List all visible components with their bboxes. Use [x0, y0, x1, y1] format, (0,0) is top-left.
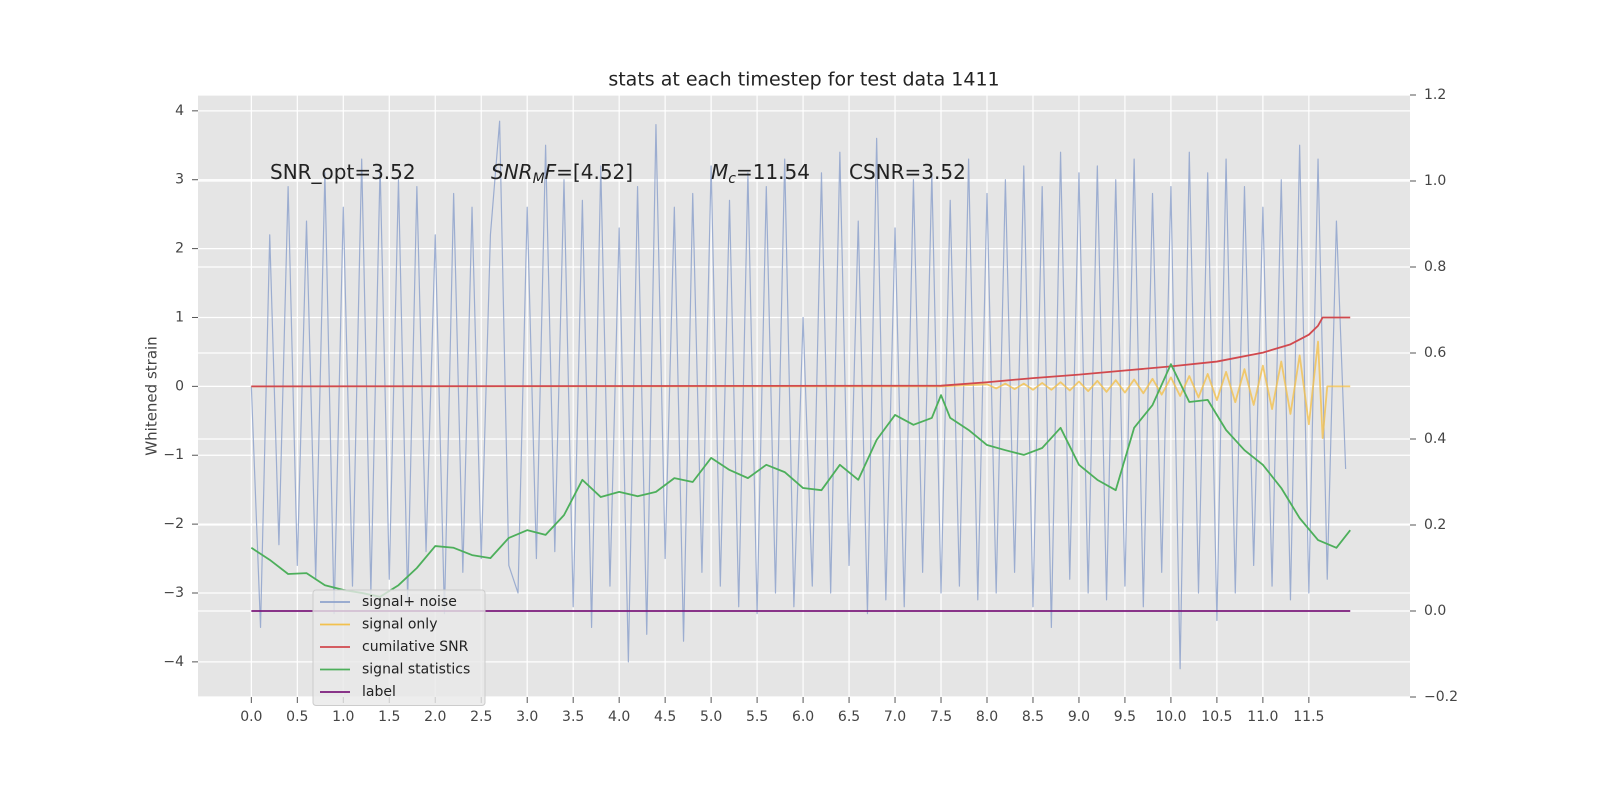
x-tick-label: 6.0	[792, 709, 814, 725]
x-tick-label: 9.5	[1114, 709, 1136, 725]
x-tick-label: 1.5	[378, 709, 400, 725]
annotation-part: CSNR=3.52	[849, 160, 966, 184]
y-tick-label: 4	[175, 103, 184, 119]
series-line	[250, 120, 1347, 670]
x-tick-label: 10.0	[1155, 709, 1186, 725]
x-tick-label: 7.0	[884, 709, 906, 725]
x-tick-label: 4.5	[654, 709, 676, 725]
annotation-part: M	[711, 160, 728, 184]
annotation-part: SNR_opt=3.52	[270, 160, 416, 184]
x-tick-label: 4.0	[608, 709, 630, 725]
y-tick-label: 2	[175, 241, 184, 257]
annotation: Mc=11.54	[711, 160, 810, 188]
x-tick-label: 8.0	[976, 709, 998, 725]
legend-label: signal+ noise	[362, 594, 457, 610]
y-tick-label: −4	[163, 654, 184, 670]
series-line	[251, 340, 1351, 439]
axes: 0.0 0.5 1.0 1.5 2.0 2.5 3.0 3.5 4.0 4.5 5.0 5.5 6.0 6…	[163, 87, 1458, 725]
x-tick-label: 2.5	[470, 709, 492, 725]
y2-tick-label: 0.8	[1424, 259, 1446, 275]
x-tick-label: 1.0	[332, 709, 354, 725]
y2-tick-label: 1.2	[1424, 87, 1446, 103]
annotation-part: SNR	[491, 160, 533, 184]
annotation-part: F	[545, 160, 557, 184]
legend-box	[312, 589, 486, 706]
x-tick-label: 8.5	[1022, 709, 1044, 725]
y2-tick-label: 0.6	[1424, 345, 1446, 361]
y-tick-label: 3	[175, 172, 184, 188]
x-tick-label: 5.0	[700, 709, 722, 725]
annotation: SNRMF=[4.52]	[491, 160, 633, 188]
annotation-part: =[4.52]	[556, 160, 633, 184]
x-tick-label: 10.5	[1201, 709, 1232, 725]
series-line	[250, 363, 1351, 598]
y2-tick-label: 0.2	[1424, 517, 1446, 533]
y2-tick-label: 0.0	[1424, 603, 1446, 619]
y2-tick-label: 0.4	[1424, 431, 1446, 447]
y-tick-label: 0	[175, 378, 184, 394]
x-tick-label: 0.5	[286, 709, 308, 725]
x-tick-label: 2.0	[424, 709, 446, 725]
y2-tick-label: −0.2	[1424, 689, 1458, 705]
x-tick-label: 11.0	[1247, 709, 1278, 725]
legend-label: cumilative SNR	[362, 639, 469, 655]
y-axis-label: Whitened strain	[143, 336, 161, 455]
x-tick-label: 9.0	[1068, 709, 1090, 725]
x-tick-label: 6.5	[838, 709, 860, 725]
x-tick-label: 3.0	[516, 709, 538, 725]
legend: signal+ noise signal only cumilative SNR si…	[312, 589, 486, 706]
x-tick-label: 5.5	[746, 709, 768, 725]
x-tick-label: 7.5	[930, 709, 952, 725]
annotation-part: M	[533, 171, 545, 187]
annotations: SNR_opt=3.52 SNRMF=[4.52] Mc=11.54 CSNR=3.5…	[270, 160, 966, 188]
x-tick-label: 0.0	[240, 709, 262, 725]
x-tick-label: 3.5	[562, 709, 584, 725]
legend-label: label	[362, 684, 396, 700]
y-tick-label: −1	[163, 447, 184, 463]
annotation: SNR_opt=3.52	[270, 160, 416, 184]
y-tick-label: −2	[163, 516, 184, 532]
series-line	[251, 316, 1351, 388]
y2-tick-label: 1.0	[1424, 173, 1446, 189]
legend-label: signal statistics	[362, 662, 470, 678]
annotation: CSNR=3.52	[849, 160, 966, 184]
y-tick-label: 1	[175, 309, 184, 325]
x-tick-label: 11.5	[1293, 709, 1324, 725]
annotation-part: =11.54	[736, 160, 810, 184]
chart-title: stats at each timestep for test data 141…	[608, 69, 999, 91]
annotation-part: c	[728, 171, 736, 187]
legend-label: signal only	[362, 617, 437, 633]
y-tick-label: −3	[163, 585, 184, 601]
